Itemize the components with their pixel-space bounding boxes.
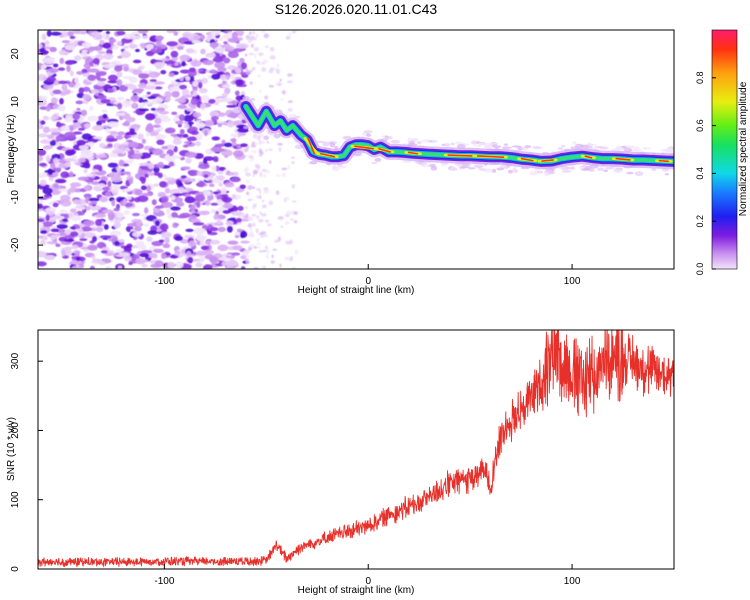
spectrogram-y-tick-label: 10	[10, 96, 21, 108]
spectrogram-noise-speckle	[38, 30, 299, 269]
colorbar-tick-label: 0.0	[695, 263, 705, 276]
snr-y-tick-label: 200	[10, 422, 21, 439]
spectrogram-y-tick-label: -10	[10, 190, 21, 205]
spectrogram-x-axis-label: Height of straight line (km)	[298, 285, 415, 296]
snr-x-axis-label: Height of straight line (km)	[298, 585, 415, 596]
snr-y-tick-label: 300	[10, 352, 21, 369]
spectrogram-y-tick-label: 0	[10, 146, 21, 152]
colorbar-ticks: 0.0 0.2 0.4 0.6 0.8	[695, 72, 716, 276]
snr-y-tick-label: 100	[10, 491, 21, 508]
colorbar: 0.0 0.2 0.4 0.6 0.8 Normalized spectral ampl…	[695, 29, 749, 276]
spectrogram-y-ticks: -20 -10 0 10 20	[10, 48, 43, 252]
spectrogram-x-tick-label: -100	[154, 276, 174, 287]
colorbar-tick-label: 0.4	[695, 167, 705, 180]
spectrogram-y-tick-label: 20	[10, 48, 21, 60]
snr-panel: -100 0 100 0 100 200 300 Height of straight l…	[6, 329, 675, 596]
spectrogram-y-tick-label: -20	[10, 237, 21, 252]
snr-x-ticks: -100 0 100	[154, 564, 581, 587]
snr-series-line	[38, 330, 674, 568]
snr-frame	[37, 329, 675, 570]
spectrogram-y-axis-label: Frequency (Hz)	[6, 115, 17, 184]
spectrogram-ridge	[237, 95, 674, 177]
spectrogram-x-tick-label: 0	[365, 276, 371, 287]
colorbar-gradient	[711, 29, 738, 270]
colorbar-tick-label: 0.2	[695, 215, 705, 228]
colorbar-tick-label: 0.6	[695, 119, 705, 132]
snr-y-axis-label: SNR (10 * v/v)	[6, 417, 17, 481]
colorbar-label: Normalized spectral amplitude	[738, 81, 749, 216]
snr-y-ticks: 0 100 200 300	[10, 352, 43, 572]
snr-x-tick-label: -100	[154, 576, 174, 587]
colorbar-tick-label: 0.8	[695, 72, 705, 85]
figure-title: S126.2026.020.11.01.C43	[275, 1, 438, 17]
snr-x-tick-label: 100	[564, 576, 581, 587]
snr-y-tick-label: 0	[10, 566, 21, 572]
spectrogram-x-tick-label: 100	[564, 276, 581, 287]
snr-x-tick-label: 0	[365, 576, 371, 587]
spectrogram-x-ticks: -100 0 100	[154, 264, 581, 287]
